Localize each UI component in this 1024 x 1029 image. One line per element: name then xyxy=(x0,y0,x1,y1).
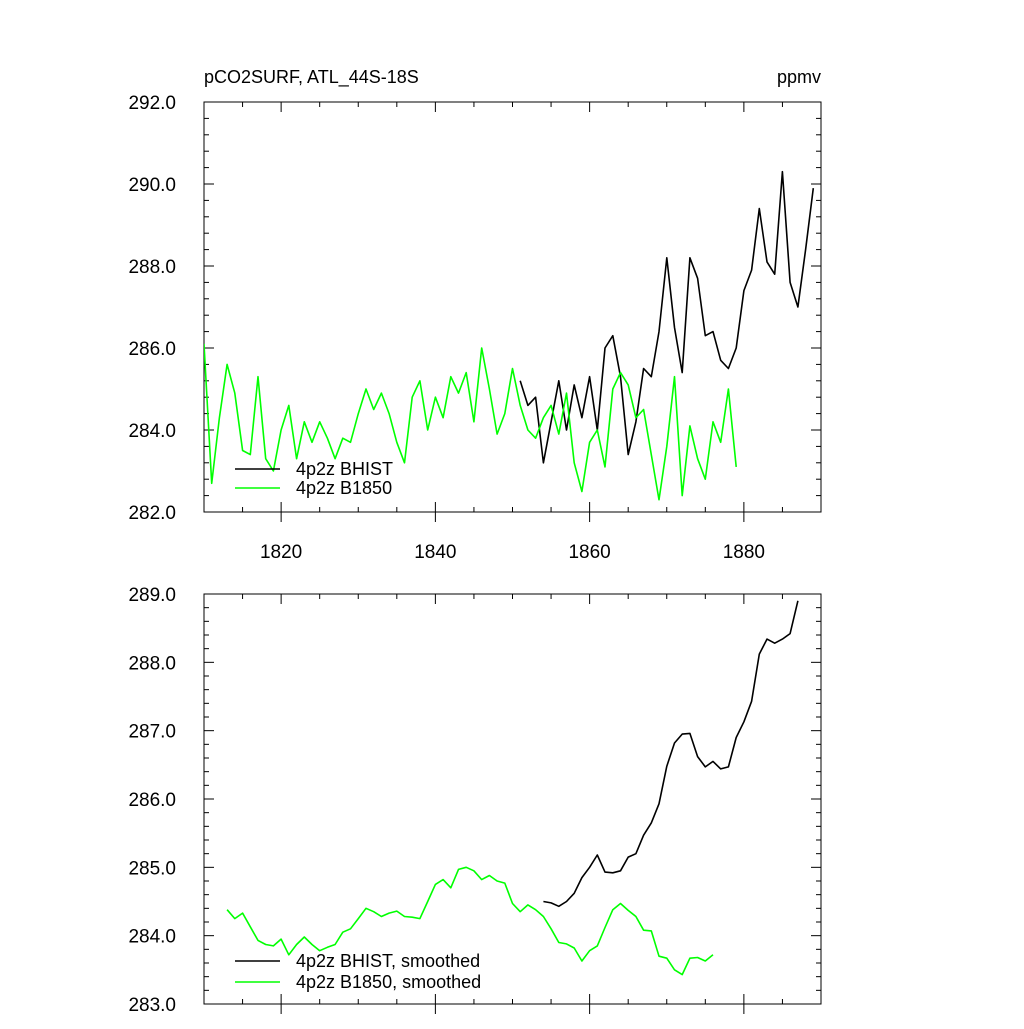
legend-label: 4p2z BHIST, smoothed xyxy=(296,951,480,971)
x-tick-label: 1820 xyxy=(260,542,302,563)
series-line-b1850 xyxy=(226,866,714,976)
series-line-bhist xyxy=(543,600,799,908)
y-tick-label: 290.0 xyxy=(128,175,176,196)
y-tick-label: 284.0 xyxy=(128,421,176,442)
y-tick-label: 282.0 xyxy=(128,503,176,524)
x-tick-label: 1840 xyxy=(414,542,456,563)
y-tick-label: 288.0 xyxy=(128,257,176,278)
plot-frame xyxy=(203,101,822,513)
bottom-panel: 283.0 284.0 285.0 286.0 287.0 288.0 289.0 4p2z … xyxy=(128,585,822,1016)
legend-label: 4p2z B1850 xyxy=(296,478,392,498)
units-label: ppmv xyxy=(777,67,821,87)
y-tick-label: 286.0 xyxy=(128,339,176,360)
x-tick-label: 1880 xyxy=(723,542,765,563)
y-tick-label: 285.0 xyxy=(128,858,176,879)
x-tick-label: 1860 xyxy=(568,542,610,563)
series-line-bhist xyxy=(519,170,815,464)
y-tick-label: 292.0 xyxy=(128,93,176,114)
y-tick-label: 286.0 xyxy=(128,790,176,811)
y-tick-label: 284.0 xyxy=(128,927,176,948)
legend-label: 4p2z B1850, smoothed xyxy=(296,972,481,992)
y-tick-label: 289.0 xyxy=(128,585,176,606)
y-tick-label: 287.0 xyxy=(128,722,176,743)
y-tick-label: 283.0 xyxy=(128,995,176,1016)
series-line-b1850 xyxy=(204,343,737,501)
top-panel: 282.0 284.0 286.0 288.0 290.0 292.0 1820 1840 18… xyxy=(128,93,822,563)
plot-frame xyxy=(203,593,822,1005)
legend-label: 4p2z BHIST xyxy=(296,459,393,479)
y-tick-label: 288.0 xyxy=(128,653,176,674)
chart-title: pCO2SURF, ATL_44S-18S xyxy=(204,67,419,88)
